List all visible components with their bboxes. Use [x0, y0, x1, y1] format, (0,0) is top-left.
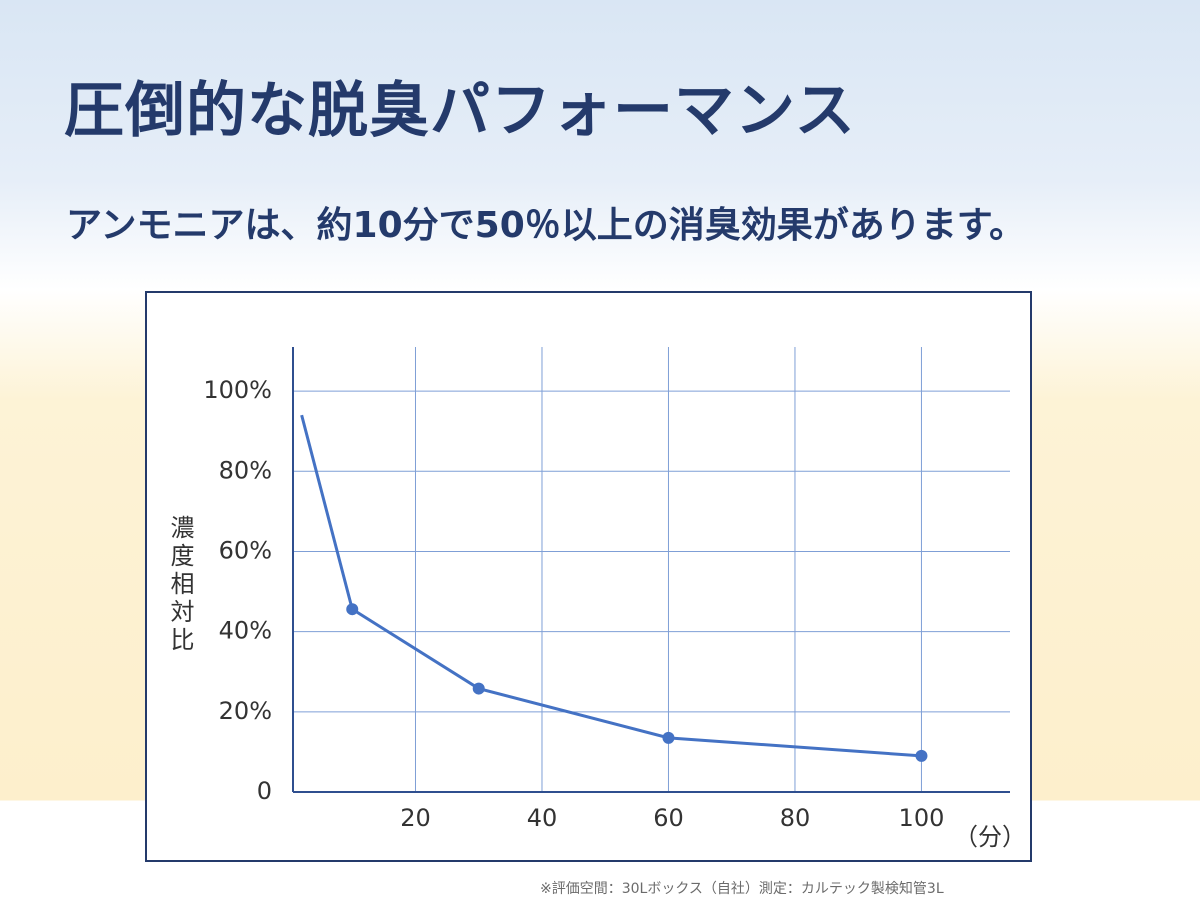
data-point [662, 731, 675, 744]
y-tick-label: 60% [219, 536, 272, 564]
data-point [346, 603, 359, 616]
x-tick-label: 40 [527, 804, 558, 832]
footnote: ※評価空間：30Lボックス（自社）測定：カルテック製検知管3L [540, 881, 944, 897]
x-tick-label: 80 [780, 804, 811, 832]
y-axis-label: 濃度相対比 [166, 515, 194, 655]
x-tick-label: 20 [400, 804, 431, 832]
x-tick-label: 100 [899, 804, 945, 832]
chart-frame [145, 291, 1032, 862]
slide-subtitle: アンモニアは、約10分で50％以上の消臭効果があります。 [66, 205, 1026, 246]
y-tick-label: 100% [203, 376, 272, 404]
data-point [915, 749, 928, 762]
y-tick-label: 80% [219, 456, 272, 484]
y-tick-label: 40% [219, 617, 272, 645]
y-tick-label: 20% [219, 697, 272, 725]
x-tick-label: 60 [653, 804, 684, 832]
y-tick-label: 0 [257, 777, 272, 805]
data-point [472, 682, 485, 695]
x-axis-label: （分） [954, 823, 1026, 851]
slide-title: 圧倒的な脱臭パフォーマンス [64, 76, 856, 146]
